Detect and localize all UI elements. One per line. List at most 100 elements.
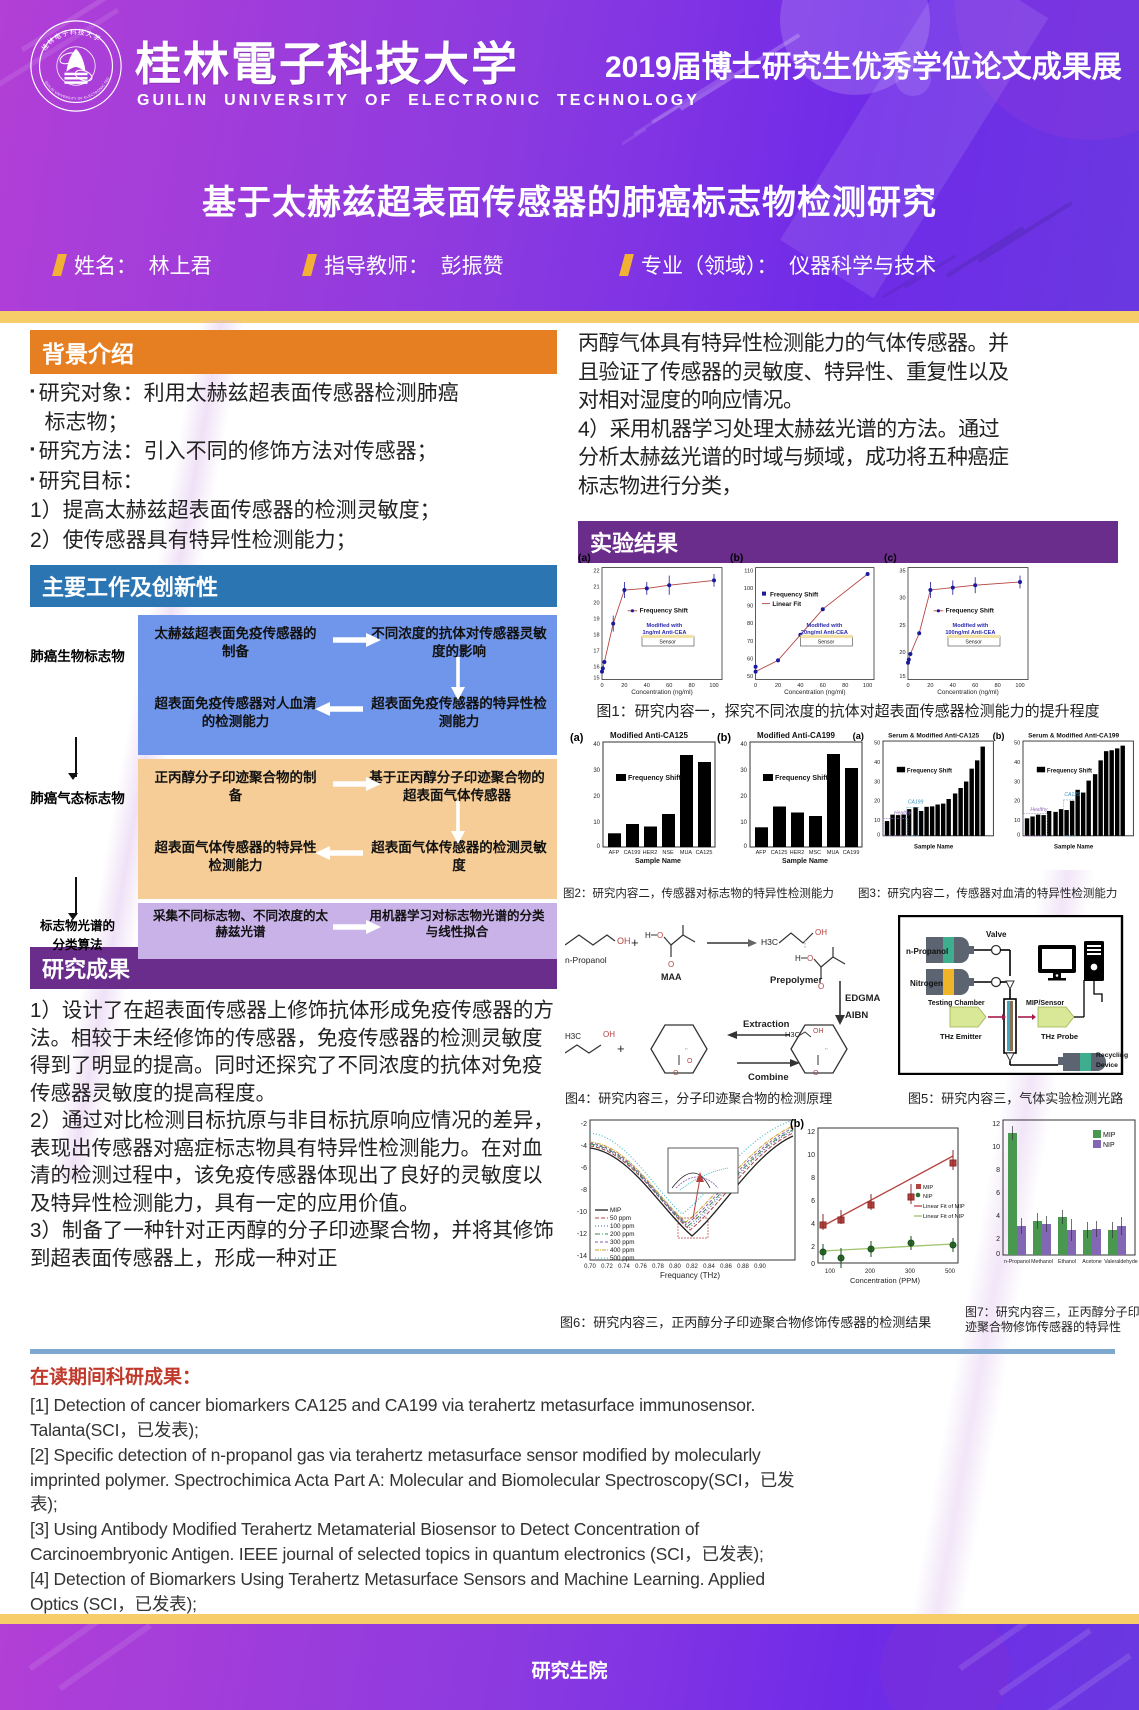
svg-text:20: 20	[1014, 799, 1020, 805]
svg-text:Modified Anti-CA199: Modified Anti-CA199	[757, 731, 835, 740]
svg-text:0: 0	[996, 1251, 1000, 1258]
svg-text:40: 40	[797, 683, 803, 689]
svg-text:80: 80	[688, 683, 694, 689]
svg-text:CA125: CA125	[696, 850, 713, 856]
svg-text:Modified with: Modified with	[953, 623, 989, 629]
svg-text:NSE: NSE	[662, 850, 674, 856]
svg-text:-10: -10	[577, 1209, 587, 1216]
svg-text:OH: OH	[815, 928, 827, 937]
svg-text:60: 60	[747, 656, 753, 662]
svg-text:Frequency Shift: Frequency Shift	[628, 775, 682, 782]
svg-text:HER2: HER2	[643, 850, 658, 856]
svg-text:0: 0	[1017, 833, 1020, 839]
svg-text:Sensor: Sensor	[818, 640, 835, 646]
svg-text:Nitrogen: Nitrogen	[910, 979, 943, 988]
svg-text:0.70: 0.70	[584, 1264, 596, 1270]
svg-text:O: O	[813, 1070, 819, 1077]
svg-text:200 ppm: 200 ppm	[610, 1231, 635, 1238]
svg-text:0.74: 0.74	[618, 1264, 630, 1270]
svg-text:Concentration (ng/ml): Concentration (ng/ml)	[784, 689, 845, 696]
svg-text:500: 500	[945, 1269, 956, 1275]
svg-text:桂林电子科技大学: 桂林电子科技大学	[39, 27, 102, 52]
svg-text:Healthy: Healthy	[894, 811, 912, 817]
svg-text:Sample Name: Sample Name	[635, 858, 681, 865]
svg-text:Device: Device	[1096, 1062, 1118, 1069]
svg-text:Modified with: Modified with	[807, 623, 843, 629]
svg-text:Frequency Shift: Frequency Shift	[775, 775, 829, 782]
svg-text:-14: -14	[577, 1253, 587, 1260]
svg-text:CA125: CA125	[1064, 792, 1080, 798]
svg-text:'': ''	[825, 1048, 828, 1055]
svg-text:100: 100	[709, 683, 718, 689]
svg-text:0.76: 0.76	[635, 1264, 647, 1270]
svg-text:80: 80	[842, 683, 848, 689]
svg-text:17: 17	[593, 648, 599, 654]
svg-text:0.86: 0.86	[720, 1264, 732, 1270]
svg-text:Sensor: Sensor	[965, 640, 982, 646]
svg-text:CA125: CA125	[771, 850, 788, 856]
svg-text:O: O	[657, 931, 663, 940]
svg-text:Sample Name: Sample Name	[782, 858, 828, 865]
svg-text:25: 25	[899, 623, 905, 629]
svg-text:2: 2	[811, 1244, 815, 1251]
svg-text:Modified Anti-CA125: Modified Anti-CA125	[610, 731, 688, 740]
svg-text:AFP: AFP	[609, 850, 620, 856]
svg-text:Healthy: Healthy	[1030, 807, 1048, 813]
svg-text:0.88: 0.88	[737, 1264, 749, 1270]
svg-text:n-Propanol: n-Propanol	[565, 955, 607, 965]
svg-text:MSC: MSC	[809, 850, 821, 856]
svg-text:Frequency Shift: Frequency Shift	[640, 607, 689, 614]
svg-text:15: 15	[593, 676, 599, 682]
svg-text:Combine: Combine	[748, 1072, 789, 1083]
svg-text:AIBN: AIBN	[845, 1010, 868, 1021]
svg-text:30: 30	[874, 779, 880, 785]
svg-text:Modified with: Modified with	[647, 623, 683, 629]
svg-text:16: 16	[593, 664, 599, 670]
svg-text:10: 10	[1014, 818, 1020, 824]
svg-text:0: 0	[906, 683, 909, 689]
svg-text:Serum & Modified Anti-CA199: Serum & Modified Anti-CA199	[1028, 732, 1119, 739]
svg-text:Acetone: Acetone	[1082, 1259, 1101, 1265]
svg-text:0: 0	[597, 844, 601, 850]
svg-text:Prepolymer: Prepolymer	[770, 975, 823, 986]
svg-text:20: 20	[899, 650, 905, 656]
svg-text:8: 8	[996, 1167, 1000, 1174]
svg-text:100: 100	[1015, 683, 1024, 689]
svg-text:Extraction: Extraction	[743, 1019, 790, 1030]
svg-text:AFP: AFP	[756, 850, 767, 856]
svg-text:H3C: H3C	[785, 1030, 801, 1039]
svg-text:MIP: MIP	[1103, 1132, 1116, 1139]
svg-text:0: 0	[600, 683, 603, 689]
svg-text:-6: -6	[581, 1165, 587, 1172]
svg-text:18: 18	[593, 632, 599, 638]
svg-text:Linear Fit of NIP: Linear Fit of NIP	[923, 1214, 964, 1220]
svg-text:Ethanol: Ethanol	[1058, 1259, 1076, 1265]
svg-text:n-Propanol: n-Propanol	[906, 947, 948, 956]
svg-text:H3C: H3C	[565, 1032, 581, 1041]
svg-text:Frequancy (THz): Frequancy (THz)	[660, 1271, 720, 1280]
svg-text:19: 19	[593, 616, 599, 622]
svg-text:12: 12	[992, 1121, 1000, 1128]
svg-text:12: 12	[807, 1129, 815, 1136]
svg-text:THz Probe: THz Probe	[1041, 1032, 1078, 1041]
svg-text:Methanol: Methanol	[1031, 1259, 1053, 1265]
svg-text:EDGMA: EDGMA	[845, 993, 881, 1004]
svg-text:22: 22	[593, 568, 599, 574]
svg-text:Concentration (PPM): Concentration (PPM)	[850, 1276, 921, 1285]
svg-text:400 ppm: 400 ppm	[610, 1247, 635, 1254]
svg-text:10: 10	[807, 1152, 815, 1159]
svg-text:HER2: HER2	[790, 850, 805, 856]
svg-text:MUA: MUA	[827, 850, 840, 856]
svg-text:0: 0	[744, 844, 748, 850]
svg-text:-8: -8	[581, 1187, 587, 1194]
svg-text:50 ppm: 50 ppm	[610, 1215, 631, 1222]
svg-text:-2: -2	[581, 1121, 587, 1128]
svg-text:H: H	[645, 931, 651, 940]
svg-text:O: O	[673, 1070, 679, 1077]
svg-text:70: 70	[747, 639, 753, 645]
svg-text:'': ''	[685, 1048, 688, 1055]
svg-text:0.82: 0.82	[686, 1264, 698, 1270]
svg-text:MIP: MIP	[923, 1185, 933, 1191]
svg-text:20: 20	[593, 600, 599, 606]
svg-text:-4: -4	[581, 1143, 587, 1150]
